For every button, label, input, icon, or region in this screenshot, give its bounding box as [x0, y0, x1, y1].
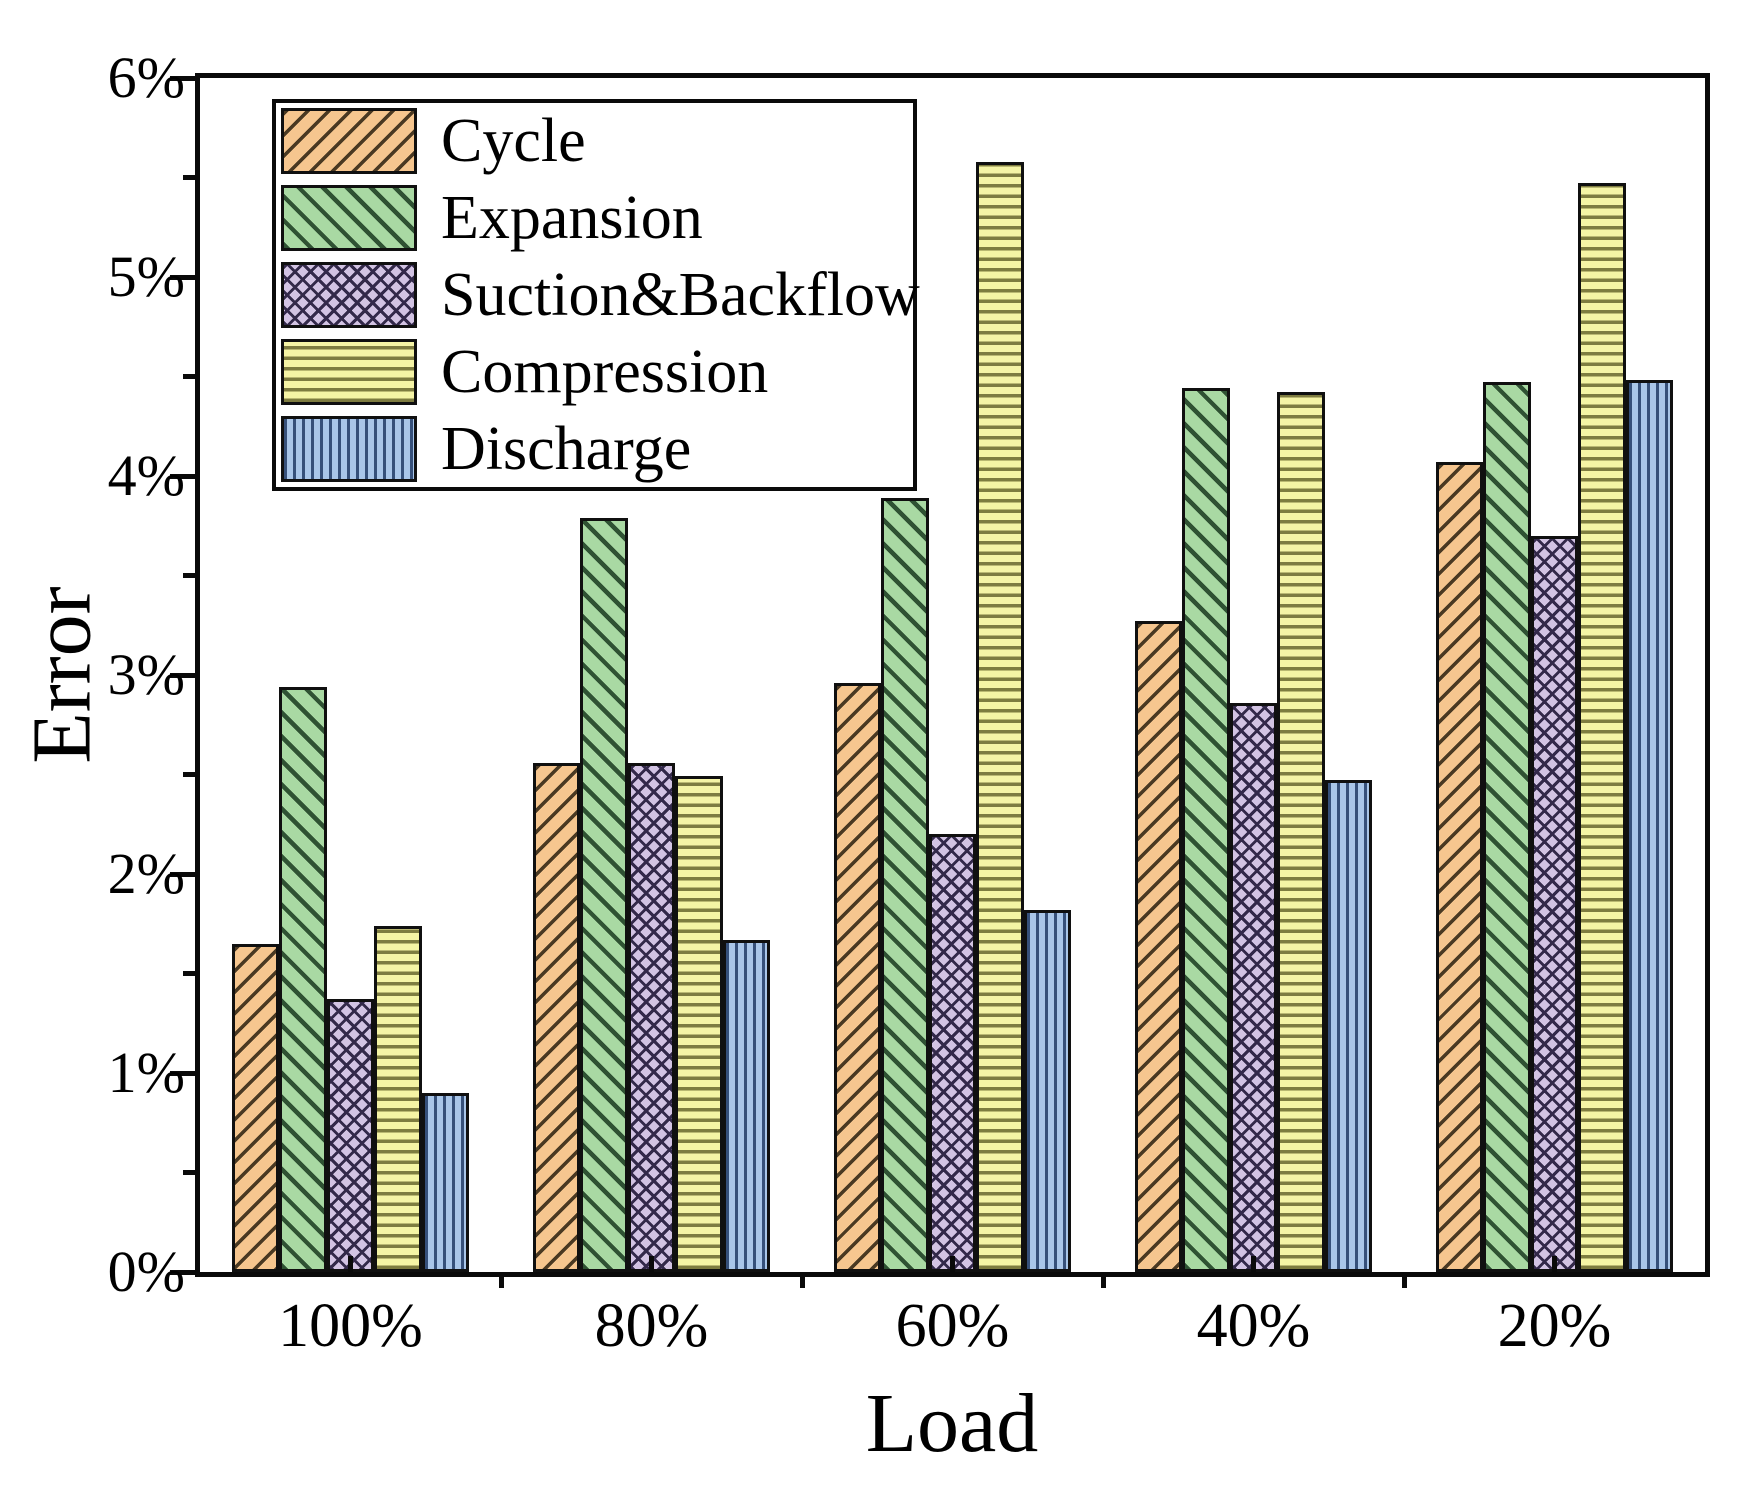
x-tick-label: 60%	[895, 1292, 1010, 1360]
bar-discharge-100%	[421, 1092, 470, 1272]
bar-suction-backflow-80%	[627, 762, 676, 1272]
bar-expansion-20%	[1483, 382, 1531, 1272]
bar-expansion-100%	[279, 686, 327, 1272]
legend-label: Suction&Backflow	[441, 260, 920, 329]
bar-expansion-80%	[580, 517, 628, 1272]
legend-row: Discharge	[276, 410, 913, 487]
legend-label: Expansion	[441, 184, 703, 253]
legend-swatch-crosshatch-icon	[281, 261, 417, 328]
x-center-tick	[1251, 1256, 1256, 1272]
y-tick-label: 2%	[107, 841, 185, 906]
legend-swatch-vertical-icon	[281, 415, 417, 482]
y-major-tick	[170, 1070, 200, 1076]
y-tick-label: 5%	[107, 244, 185, 309]
y-minor-tick	[183, 374, 200, 379]
bar-expansion-60%	[881, 497, 929, 1272]
bar-discharge-80%	[722, 939, 771, 1272]
bar-discharge-40%	[1324, 780, 1373, 1272]
x-tick-label: 20%	[1497, 1292, 1612, 1360]
legend: Cycle Expansion Suction&Backflow Compressio…	[272, 99, 920, 491]
bar-suction-backflow-20%	[1530, 535, 1579, 1272]
bar-compression-100%	[374, 925, 422, 1272]
y-major-tick	[170, 75, 200, 81]
x-tick-label: 40%	[1196, 1292, 1311, 1360]
y-minor-tick	[183, 175, 200, 180]
bar-discharge-20%	[1625, 380, 1674, 1272]
y-minor-tick	[183, 573, 200, 578]
bar-suction-backflow-100%	[326, 999, 375, 1272]
x-center-tick	[1552, 1256, 1557, 1272]
x-boundary-tick	[1100, 1272, 1106, 1288]
y-major-tick	[170, 274, 200, 280]
y-major-tick	[170, 1269, 200, 1275]
x-axis-title: Load	[865, 1377, 1039, 1470]
legend-row: Cycle	[276, 103, 913, 180]
y-major-tick	[170, 672, 200, 678]
bar-expansion-40%	[1182, 388, 1230, 1272]
legend-label: Compression	[441, 337, 769, 406]
bar-discharge-60%	[1023, 909, 1072, 1272]
legend-label: Discharge	[441, 414, 692, 483]
legend-swatch-horizontal-icon	[281, 338, 417, 405]
x-tick-label: 80%	[594, 1292, 709, 1360]
x-center-tick	[950, 1256, 955, 1272]
bar-cycle-80%	[532, 762, 581, 1272]
bar-suction-backflow-60%	[928, 834, 977, 1272]
legend-row: Compression	[276, 333, 913, 410]
y-minor-tick	[183, 1170, 200, 1175]
y-tick-label: 4%	[107, 443, 185, 508]
bar-compression-60%	[976, 161, 1024, 1272]
bar-suction-backflow-40%	[1229, 702, 1278, 1272]
y-tick-label: 3%	[107, 642, 185, 707]
y-tick-label: 6%	[107, 45, 185, 110]
x-center-tick	[348, 1256, 353, 1272]
bar-cycle-100%	[231, 943, 280, 1272]
legend-swatch-diagonal-up-icon	[281, 108, 417, 175]
y-major-tick	[170, 871, 200, 877]
y-tick-label: 1%	[107, 1040, 185, 1105]
bar-compression-20%	[1578, 183, 1626, 1272]
legend-label: Cycle	[441, 107, 586, 176]
bar-cycle-20%	[1435, 462, 1484, 1272]
bar-compression-80%	[675, 776, 723, 1272]
bar-cycle-60%	[833, 682, 882, 1272]
legend-swatch-diagonal-down-icon	[281, 185, 417, 252]
bar-compression-40%	[1277, 392, 1325, 1272]
y-tick-label: 0%	[107, 1239, 185, 1304]
bar-cycle-40%	[1134, 621, 1183, 1272]
legend-row: Suction&Backflow	[276, 257, 920, 334]
x-tick-label: 100%	[278, 1292, 423, 1360]
y-major-tick	[170, 473, 200, 479]
x-center-tick	[649, 1256, 654, 1272]
y-minor-tick	[183, 971, 200, 976]
y-minor-tick	[183, 772, 200, 777]
x-boundary-tick	[498, 1272, 504, 1288]
x-boundary-tick	[799, 1272, 805, 1288]
legend-row: Expansion	[276, 180, 913, 257]
x-boundary-tick	[1401, 1272, 1407, 1288]
